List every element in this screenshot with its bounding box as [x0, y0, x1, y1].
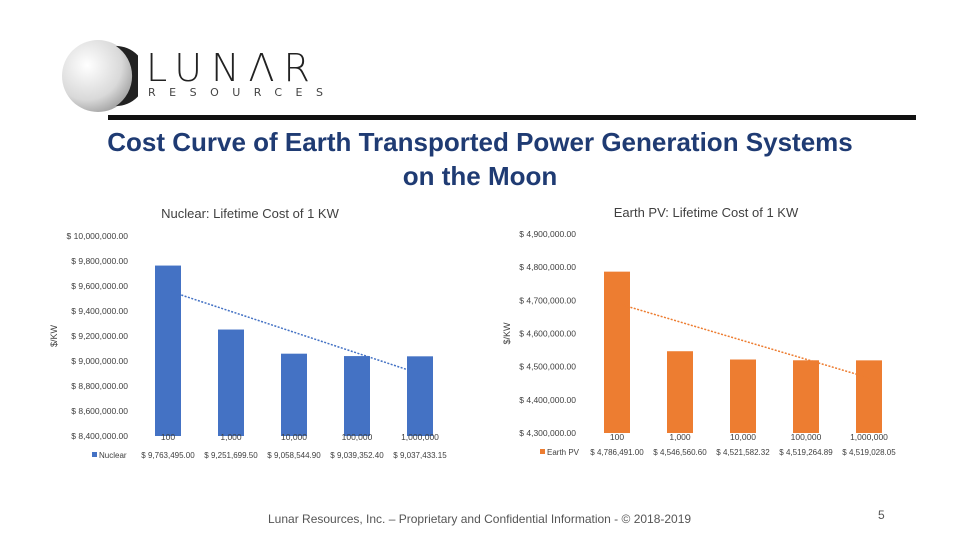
earth-pv-legend-key: [540, 449, 545, 454]
earth-pv-y-tick-label: $ 4,900,000.00: [519, 229, 576, 239]
earth-pv-series-name: Earth PV: [547, 448, 580, 457]
nuclear-y-tick-label: $ 9,000,000.00: [71, 356, 128, 366]
nuclear-data-label: $ 9,763,495.00: [141, 451, 195, 460]
earth-pv-data-label: $ 4,521,582.32: [716, 448, 770, 457]
nuclear-data-label: $ 9,251,699.50: [204, 451, 258, 460]
earth-pv-y-tick-label: $ 4,400,000.00: [519, 395, 576, 405]
nuclear-x-tick-label: 1,000: [220, 432, 242, 442]
footer-text: Lunar Resources, Inc. – Proprietary and …: [268, 512, 692, 526]
nuclear-chart-title: Nuclear: Lifetime Cost of 1 KW: [161, 206, 339, 221]
earth-pv-data-label: $ 4,519,264.89: [779, 448, 833, 457]
earth-pv-x-tick-label: 100,000: [791, 432, 822, 442]
page-number: 5: [878, 508, 885, 522]
nuclear-y-tick-label: $ 9,600,000.00: [71, 281, 128, 291]
earth-pv-data-label: $ 4,786,491.00: [590, 448, 644, 457]
earth-pv-x-tick-label: 10,000: [730, 432, 756, 442]
nuclear-y-tick-label: $ 9,800,000.00: [71, 256, 128, 266]
nuclear-series-name: Nuclear: [99, 451, 127, 460]
earth-pv-bar: [667, 351, 693, 433]
logo-wordmark: LUNΛR: [146, 46, 319, 90]
earth-pv-y-tick-label: $ 4,500,000.00: [519, 362, 576, 372]
nuclear-x-tick-label: 10,000: [281, 432, 307, 442]
earth-pv-x-tick-label: 1,000: [669, 432, 691, 442]
nuclear-x-tick-label: 100,000: [342, 432, 373, 442]
company-logo: LUNΛR RESOURCES: [58, 38, 323, 113]
earth-pv-data-label: $ 4,546,560.60: [653, 448, 707, 457]
moon-logo-icon: [62, 40, 138, 112]
nuclear-y-axis-label: $/KW: [49, 324, 59, 347]
nuclear-bar: [281, 353, 307, 436]
earth-pv-y-tick-label: $ 4,800,000.00: [519, 262, 576, 272]
nuclear-y-tick-label: $ 9,200,000.00: [71, 331, 128, 341]
logo-subtitle: RESOURCES: [148, 86, 337, 99]
earth-pv-trendline: [616, 302, 870, 379]
nuclear-bar: [218, 329, 244, 436]
slide-title: Cost Curve of Earth Transported Power Ge…: [107, 127, 853, 191]
earth-pv-data-label: $ 4,519,028.05: [842, 448, 896, 457]
nuclear-y-tick-label: $ 9,400,000.00: [71, 306, 128, 316]
nuclear-y-tick-label: $ 8,600,000.00: [71, 406, 128, 416]
earth-pv-x-tick-label: 100: [610, 432, 624, 442]
nuclear-y-tick-label: $ 8,800,000.00: [71, 381, 128, 391]
nuclear-trendline: [167, 289, 421, 375]
nuclear-bar: [344, 356, 370, 436]
earth-pv-bar: [856, 360, 882, 433]
earth-pv-x-tick-label: 1,000,000: [850, 432, 888, 442]
nuclear-legend-key: [92, 452, 97, 457]
earth-pv-bar: [604, 271, 630, 433]
header-divider: [108, 115, 916, 120]
nuclear-y-tick-label: $ 10,000,000.00: [67, 231, 129, 241]
nuclear-data-label: $ 9,058,544.90: [267, 451, 321, 460]
nuclear-data-label: $ 9,039,352.40: [330, 451, 384, 460]
earth-pv-bar: [730, 359, 756, 433]
nuclear-x-tick-label: 100: [161, 432, 175, 442]
earth-pv-y-axis-label: $/KW: [502, 322, 512, 345]
nuclear-bar: [407, 356, 433, 436]
nuclear-bar: [155, 265, 181, 436]
earth-pv-y-tick-label: $ 4,700,000.00: [519, 295, 576, 305]
earth-pv-y-tick-label: $ 4,600,000.00: [519, 329, 576, 339]
nuclear-data-label: $ 9,037,433.15: [393, 451, 447, 460]
nuclear-x-tick-label: 1,000,000: [401, 432, 439, 442]
earth-pv-bar: [793, 360, 819, 433]
earth-pv-chart-title: Earth PV: Lifetime Cost of 1 KW: [614, 205, 799, 220]
earth-pv-y-tick-label: $ 4,300,000.00: [519, 428, 576, 438]
nuclear-y-tick-label: $ 8,400,000.00: [71, 431, 128, 441]
